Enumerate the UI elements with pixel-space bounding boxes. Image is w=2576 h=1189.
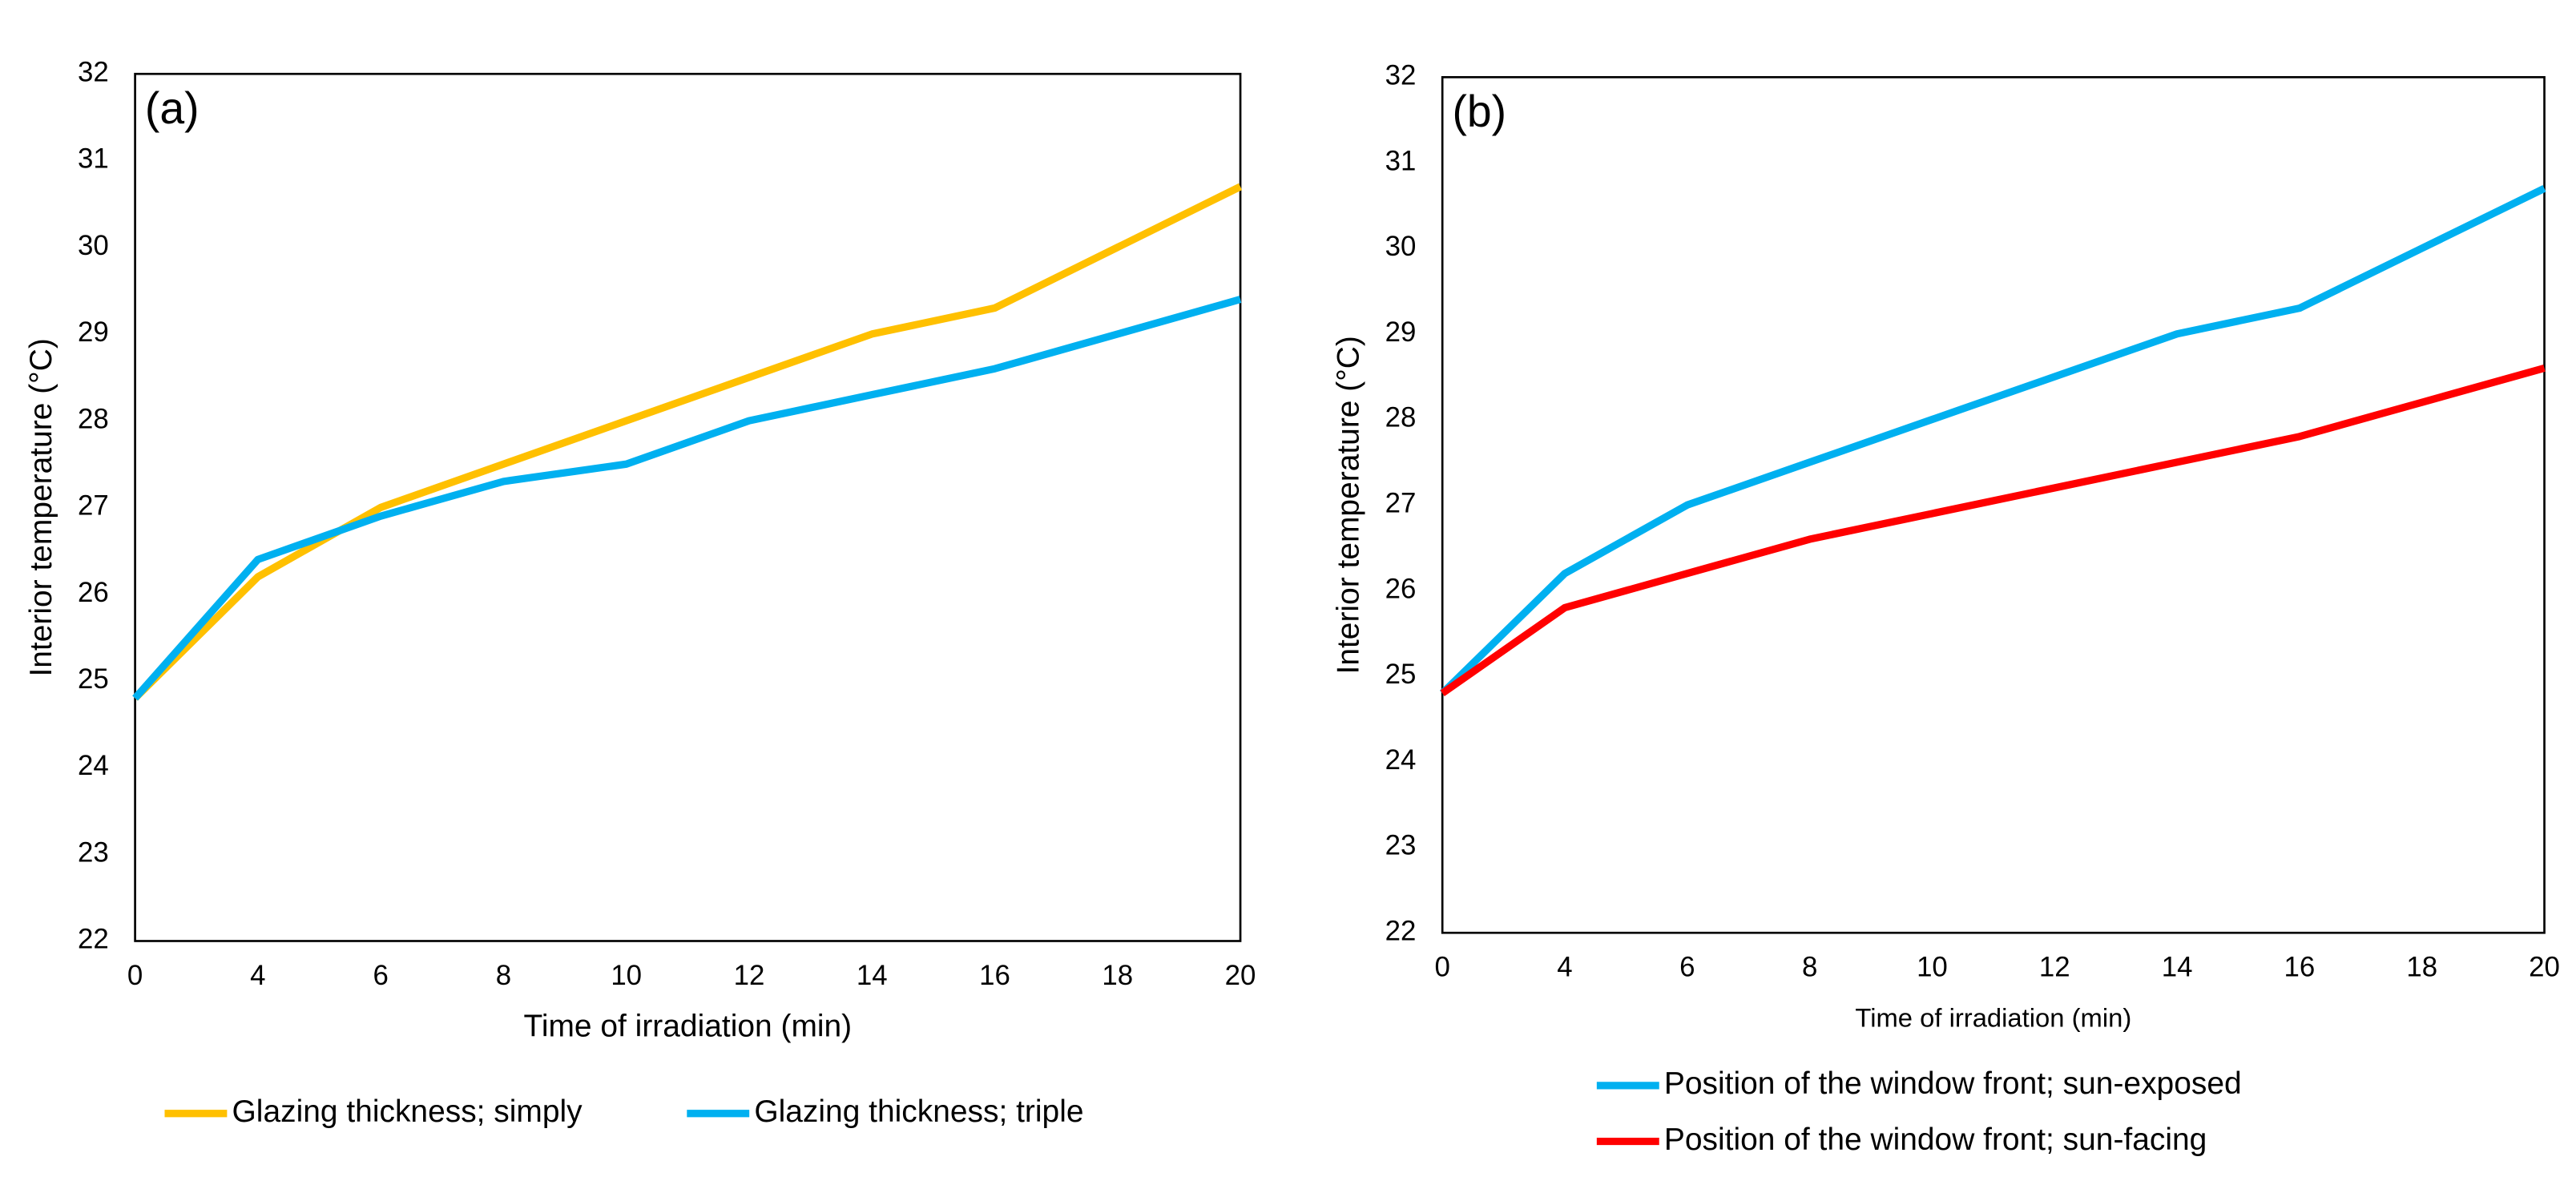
y-tick-label: 25 bbox=[78, 663, 109, 695]
x-tick-label: 16 bbox=[979, 960, 1010, 991]
legend-label: Position of the window front; sun-facing bbox=[1664, 1122, 2207, 1157]
x-tick-label: 8 bbox=[1802, 952, 1817, 983]
y-tick-label: 31 bbox=[78, 143, 109, 175]
x-tick-label: 4 bbox=[1557, 952, 1572, 983]
y-tick-label: 23 bbox=[1385, 830, 1417, 861]
x-tick-label: 6 bbox=[1679, 952, 1695, 983]
x-axis-label: Time of irradiation (min) bbox=[523, 1009, 852, 1043]
x-axis-label: Time of irradiation (min) bbox=[1855, 1003, 2131, 1033]
y-tick-label: 30 bbox=[78, 230, 109, 261]
y-tick-label: 28 bbox=[1385, 402, 1417, 433]
y-tick-label: 32 bbox=[78, 56, 109, 87]
series-line bbox=[1440, 364, 2546, 697]
panel-label: (b) bbox=[1452, 87, 1506, 136]
y-tick-label: 25 bbox=[1385, 659, 1417, 690]
x-tick-label: 12 bbox=[2039, 952, 2070, 983]
x-tick-label: 14 bbox=[2162, 952, 2193, 983]
x-tick-label: 6 bbox=[373, 960, 388, 991]
y-tick-label: 27 bbox=[1385, 487, 1417, 518]
x-tick-label: 0 bbox=[1434, 952, 1449, 983]
y-tick-label: 31 bbox=[1385, 145, 1417, 176]
x-tick-label: 18 bbox=[1102, 960, 1133, 991]
y-tick-label: 29 bbox=[1385, 316, 1417, 348]
x-tick-label: 10 bbox=[1917, 952, 1948, 983]
x-tick-label: 10 bbox=[611, 960, 642, 991]
y-axis-label: Interior temperature (°C) bbox=[1332, 336, 1366, 674]
y-tick-label: 28 bbox=[78, 403, 109, 434]
plot-area bbox=[1441, 76, 2546, 934]
series-line bbox=[1439, 185, 2546, 696]
x-tick-label: 12 bbox=[734, 960, 765, 991]
y-tick-label: 26 bbox=[1385, 573, 1417, 604]
panel-label: (a) bbox=[145, 83, 200, 133]
series-line bbox=[132, 183, 1243, 701]
y-tick-label: 22 bbox=[1385, 915, 1417, 946]
x-tick-label: 4 bbox=[250, 960, 265, 991]
x-tick-label: 18 bbox=[2406, 952, 2437, 983]
y-tick-label: 30 bbox=[1385, 231, 1417, 262]
y-axis-label: Interior temperature (°C) bbox=[24, 338, 58, 676]
y-tick-label: 24 bbox=[1385, 744, 1417, 776]
x-tick-label: 20 bbox=[1225, 960, 1256, 991]
y-tick-label: 29 bbox=[78, 316, 109, 348]
series-line bbox=[132, 296, 1242, 701]
y-tick-label: 27 bbox=[78, 490, 109, 522]
x-tick-label: 14 bbox=[857, 960, 888, 991]
y-tick-label: 26 bbox=[78, 577, 109, 608]
legend-label: Glazing thickness; simply bbox=[232, 1094, 583, 1129]
x-tick-label: 0 bbox=[127, 960, 143, 991]
plot-area bbox=[134, 72, 1242, 942]
x-tick-label: 8 bbox=[496, 960, 511, 991]
x-tick-label: 20 bbox=[2529, 952, 2560, 983]
legend-label: Position of the window front; sun-expose… bbox=[1664, 1066, 2242, 1101]
y-tick-label: 22 bbox=[78, 924, 109, 955]
y-tick-label: 24 bbox=[78, 750, 109, 781]
y-tick-label: 23 bbox=[78, 836, 109, 868]
y-tick-label: 32 bbox=[1385, 60, 1417, 91]
x-tick-label: 16 bbox=[2284, 952, 2316, 983]
legend-label: Glazing thickness; triple bbox=[754, 1094, 1083, 1129]
